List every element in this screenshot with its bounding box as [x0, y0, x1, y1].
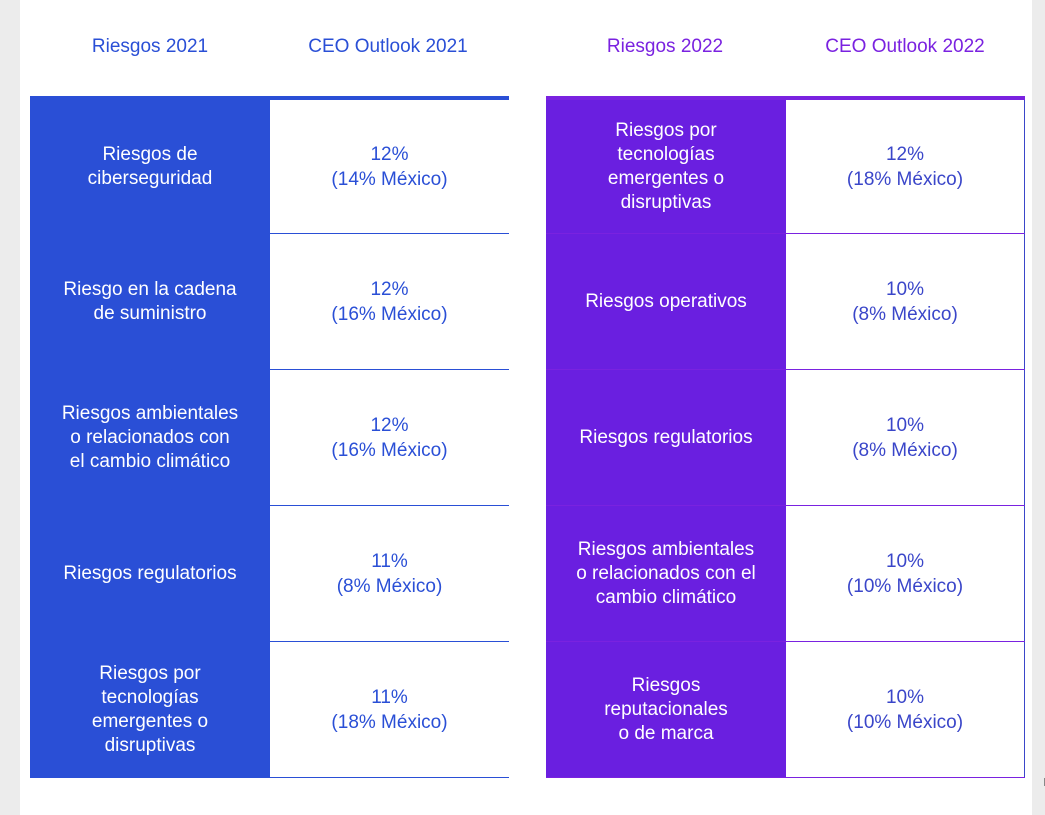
percent-value: 12%: [885, 143, 925, 165]
table-row: Riesgos reputacionales o de marca 10% (1…: [546, 642, 1025, 778]
table-row: Riesgos ambientales o relacionados con e…: [546, 506, 1025, 642]
risk-cell: Riesgos por tecnologías emergentes o dis…: [30, 642, 270, 777]
table-row: Riesgos por tecnologías emergentes o dis…: [546, 100, 1025, 234]
percent-value: 11%: [371, 686, 408, 708]
table-row: Riesgos regulatorios 11% (8% México): [30, 506, 509, 642]
mexico-value: (10% México): [846, 575, 964, 597]
table-row: Riesgos operativos 10% (8% México): [546, 234, 1025, 370]
header-riesgos-2022: Riesgos 2022: [606, 36, 724, 57]
mexico-value: (10% México): [846, 711, 964, 733]
header-ceo-outlook-2022: CEO Outlook 2022: [825, 36, 985, 57]
risk-cell: Riesgos por tecnologías emergentes o dis…: [546, 100, 786, 233]
percent-value: 10%: [885, 550, 925, 572]
mexico-value: (18% México): [331, 711, 448, 733]
risk-cell: Riesgos reputacionales o de marca: [546, 642, 786, 777]
percent-value: 10%: [885, 686, 925, 708]
value-cell: 12% (18% México): [786, 100, 1025, 233]
percent-value: 12%: [370, 414, 409, 436]
mexico-value: (14% México): [331, 168, 448, 190]
header-ceo-outlook-2021: CEO Outlook 2021: [308, 36, 468, 57]
percent-value: 10%: [885, 414, 925, 436]
value-cell: 10% (8% México): [786, 234, 1025, 369]
value-cell: 12% (16% México): [270, 234, 509, 369]
table-row: Riesgos ambientales o relacionados con e…: [30, 370, 509, 506]
table-2022: Riesgos por tecnologías emergentes o dis…: [546, 96, 1025, 778]
risk-cell: Riesgos regulatorios: [546, 370, 786, 505]
value-cell: 11% (18% México): [270, 642, 509, 777]
header-riesgos-2021: Riesgos 2021: [91, 36, 209, 57]
risk-cell: Riesgos operativos: [546, 234, 786, 369]
table-row: Riesgo en la cadena de suministro 12% (1…: [30, 234, 509, 370]
table-row: Riesgos por tecnologías emergentes o dis…: [30, 642, 509, 778]
risk-cell: Riesgos regulatorios: [30, 506, 270, 641]
risk-cell: Riesgos ambientales o relacionados con e…: [30, 370, 270, 505]
value-cell: 10% (10% México): [786, 642, 1025, 777]
mexico-value: (16% México): [331, 303, 448, 325]
table-2021: Riesgos de ciberseguridad 12% (14% Méxic…: [30, 96, 509, 778]
table-row: Riesgos regulatorios 10% (8% México): [546, 370, 1025, 506]
risk-cell: Riesgos ambientales o relacionados con e…: [546, 506, 786, 641]
value-cell: 12% (16% México): [270, 370, 509, 505]
mexico-value: (8% México): [852, 439, 958, 461]
percent-value: 11%: [371, 550, 408, 572]
risk-cell: Riesgos de ciberseguridad: [30, 100, 270, 233]
mexico-value: (18% México): [846, 168, 964, 190]
value-cell: 10% (10% México): [786, 506, 1025, 641]
mexico-value: (8% México): [852, 303, 958, 325]
value-cell: 10% (8% México): [786, 370, 1025, 505]
mexico-value: (16% México): [331, 439, 448, 461]
mexico-value: (8% México): [336, 575, 443, 597]
percent-value: 12%: [370, 143, 409, 165]
percent-value: 10%: [885, 278, 925, 300]
value-cell: 12% (14% México): [270, 100, 509, 233]
table-row: Riesgos de ciberseguridad 12% (14% Méxic…: [30, 100, 509, 234]
percent-value: 12%: [370, 278, 409, 300]
document-page: Riesgos 2021 CEO Outlook 2021 Riesgos 20…: [20, 0, 1045, 815]
risk-cell: Riesgo en la cadena de suministro: [30, 234, 270, 369]
value-cell: 11% (8% México): [270, 506, 509, 641]
